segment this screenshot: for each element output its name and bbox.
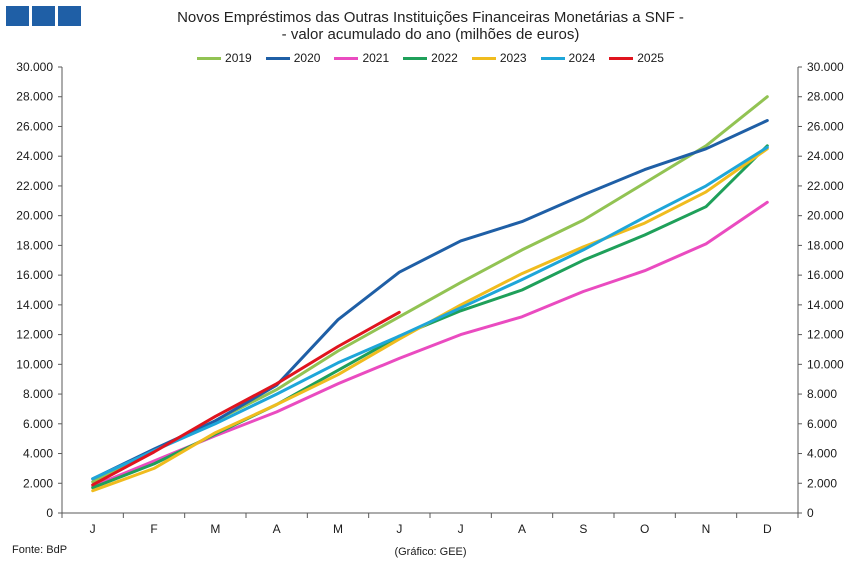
y-tick-label-left: 10.000 (16, 357, 53, 371)
y-tick-label-left: 8.000 (23, 387, 53, 401)
legend-swatch (609, 56, 634, 60)
y-tick-label-right: 20.000 (807, 209, 844, 223)
y-tick-label-left: 12.000 (16, 328, 53, 342)
legend-item-2024: 2024 (540, 51, 596, 65)
y-tick-label-right: 26.000 (807, 119, 844, 133)
legend-swatch (197, 56, 222, 60)
x-tick-label: S (579, 522, 587, 536)
legend-label: 2021 (362, 51, 390, 65)
x-tick-label: O (640, 522, 649, 536)
legend-item-2023: 2023 (471, 51, 527, 65)
logo-block (58, 6, 81, 26)
chart-legend: 2019 2020 2021 2022 2023 2024 2025 (0, 51, 861, 65)
y-tick-label-left: 20.000 (16, 209, 53, 223)
y-tick-label-right: 10.000 (807, 357, 844, 371)
series-line-2025 (91, 310, 401, 487)
y-tick-label-left: 0 (46, 506, 53, 520)
y-tick-label-left: 2.000 (23, 476, 53, 490)
y-tick-label-right: 28.000 (807, 90, 844, 104)
y-tick-label-left: 18.000 (16, 238, 53, 252)
y-tick-label-left: 30.000 (16, 60, 53, 74)
x-tick-label: J (90, 522, 96, 536)
x-tick-label: A (273, 522, 281, 536)
legend-swatch (265, 56, 290, 60)
y-tick-label-right: 0 (807, 506, 814, 520)
logo-block (6, 6, 29, 26)
legend-label: 2020 (293, 51, 321, 65)
y-tick-label-left: 22.000 (16, 179, 53, 193)
legend-label: 2024 (568, 51, 596, 65)
chart-title-line-2: - valor acumulado do ano (milhões de eur… (281, 26, 580, 43)
legend-swatch (471, 56, 496, 60)
y-tick-label-left: 26.000 (16, 119, 53, 133)
legend-swatch (403, 56, 428, 60)
legend-label: 2019 (225, 51, 252, 65)
chart-title: Novos Empréstimos das Outras Instituiçõe… (0, 9, 861, 43)
legend-item-2020: 2020 (265, 51, 321, 65)
x-tick-label: M (333, 522, 343, 536)
series-line-2024 (91, 145, 769, 481)
logo-block (32, 6, 55, 26)
y-tick-label-right: 16.000 (807, 268, 844, 282)
x-tick-label: J (458, 522, 464, 536)
legend-item-2021: 2021 (334, 51, 389, 65)
series-line-2020 (91, 119, 769, 481)
y-tick-label-left: 28.000 (16, 90, 53, 104)
series-line-2023 (91, 147, 769, 493)
x-tick-label: M (210, 522, 220, 536)
y-tick-label-right: 30.000 (807, 60, 844, 74)
x-tick-label: J (396, 522, 402, 536)
legend-item-2019: 2019 (197, 51, 252, 65)
y-tick-label-right: 4.000 (807, 447, 837, 461)
y-tick-label-right: 8.000 (807, 387, 837, 401)
legend-label: 2025 (637, 51, 664, 65)
y-tick-label-right: 24.000 (807, 149, 844, 163)
brand-logo (6, 6, 81, 26)
y-tick-label-left: 6.000 (23, 417, 53, 431)
y-tick-label-right: 22.000 (807, 179, 844, 193)
series-line-2019 (91, 95, 769, 484)
legend-item-2022: 2022 (403, 51, 458, 65)
y-tick-label-left: 4.000 (23, 447, 53, 461)
y-tick-label-right: 14.000 (807, 298, 844, 312)
legend-item-2025: 2025 (609, 51, 664, 65)
y-tick-label-left: 14.000 (16, 298, 53, 312)
series-line-2022 (91, 144, 769, 490)
chart-title-line-1: Novos Empréstimos das Outras Instituiçõe… (177, 9, 684, 26)
legend-label: 2022 (431, 51, 458, 65)
chart-series (91, 95, 769, 493)
chart-axes: 0 0 2.000 2.000 4.000 4.000 6.000 6.000 8.000 8.0… (16, 60, 844, 536)
credit-note: (Gráfico: GEE) (394, 546, 467, 558)
y-tick-label-right: 2.000 (807, 476, 837, 490)
legend-swatch (334, 56, 359, 60)
legend-label: 2023 (499, 51, 527, 65)
y-tick-label-left: 24.000 (16, 149, 53, 163)
x-tick-label: A (518, 522, 526, 536)
source-note: Fonte: BdP (12, 544, 68, 556)
y-tick-label-right: 18.000 (807, 238, 844, 252)
x-tick-label: F (150, 522, 157, 536)
y-tick-label-right: 12.000 (807, 328, 844, 342)
legend-swatch (540, 56, 565, 60)
x-tick-label: D (763, 522, 772, 536)
x-tick-label: N (702, 522, 711, 536)
y-tick-label-right: 6.000 (807, 417, 837, 431)
y-tick-label-left: 16.000 (16, 268, 53, 282)
